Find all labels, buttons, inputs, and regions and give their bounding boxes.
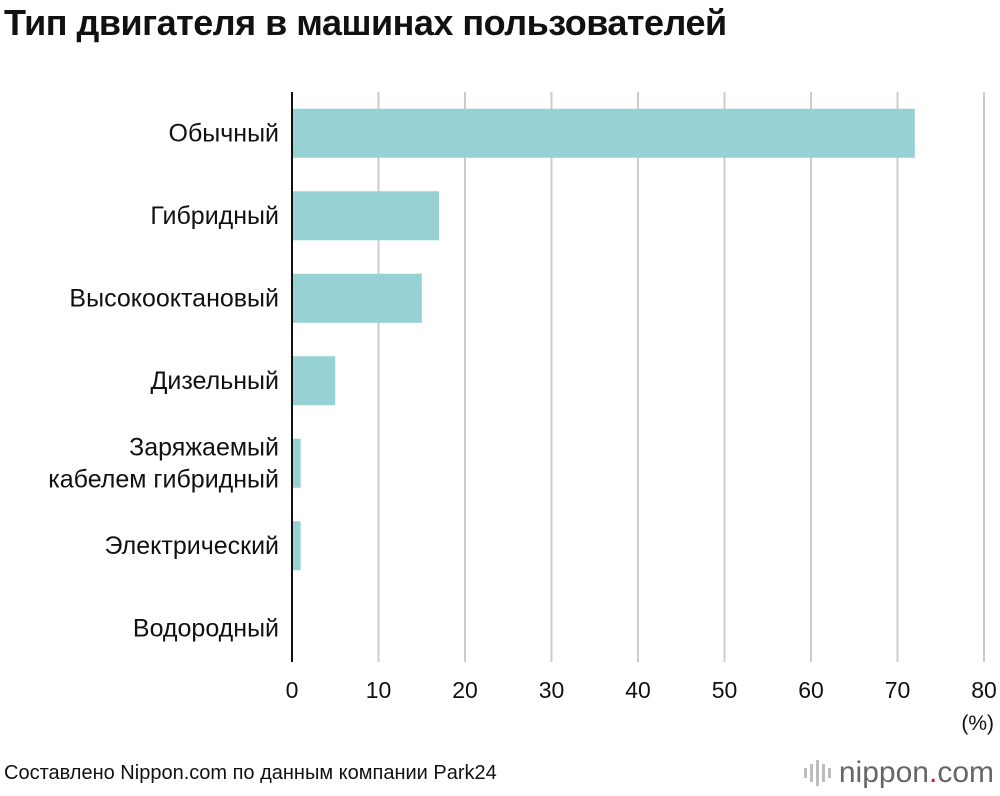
logo-bars-icon xyxy=(803,760,831,786)
source-note: Составлено Nippon.com по данным компании… xyxy=(4,762,497,784)
x-tick-label: 20 xyxy=(452,677,478,703)
logo-text-com: com xyxy=(937,756,994,789)
x-tick-label: 50 xyxy=(712,677,738,703)
x-tick-label: 80 xyxy=(971,677,997,703)
bar xyxy=(292,521,301,571)
x-tick-label: 0 xyxy=(286,677,299,703)
logo-text-nippon: nippon xyxy=(838,756,929,789)
category-label: Заряжаемый xyxy=(129,433,279,461)
bar xyxy=(292,108,915,158)
category-label: Обычный xyxy=(169,119,280,147)
bar xyxy=(292,438,301,488)
x-tick-label: 40 xyxy=(625,677,651,703)
nippon-logo: nippon. com xyxy=(803,756,994,790)
category-label: Гибридный xyxy=(150,202,279,230)
chart-title: Тип двигателя в машинах пользователей xyxy=(4,2,727,43)
x-axis-unit-label: (%) xyxy=(961,712,994,735)
category-label: Электрический xyxy=(105,532,279,560)
category-label: Высокооктановый xyxy=(69,284,279,312)
category-label: Водородный xyxy=(133,614,279,642)
logo-text-dot: . xyxy=(928,756,938,789)
bar xyxy=(292,273,422,323)
x-tick-label: 70 xyxy=(885,677,911,703)
category-label: Дизельный xyxy=(150,367,279,395)
bar xyxy=(292,191,440,241)
x-tick-label: 10 xyxy=(366,677,392,703)
x-tick-label: 30 xyxy=(539,677,565,703)
category-label: кабелем гибридный xyxy=(48,465,279,493)
x-tick-label: 60 xyxy=(798,677,824,703)
bar xyxy=(292,356,336,406)
